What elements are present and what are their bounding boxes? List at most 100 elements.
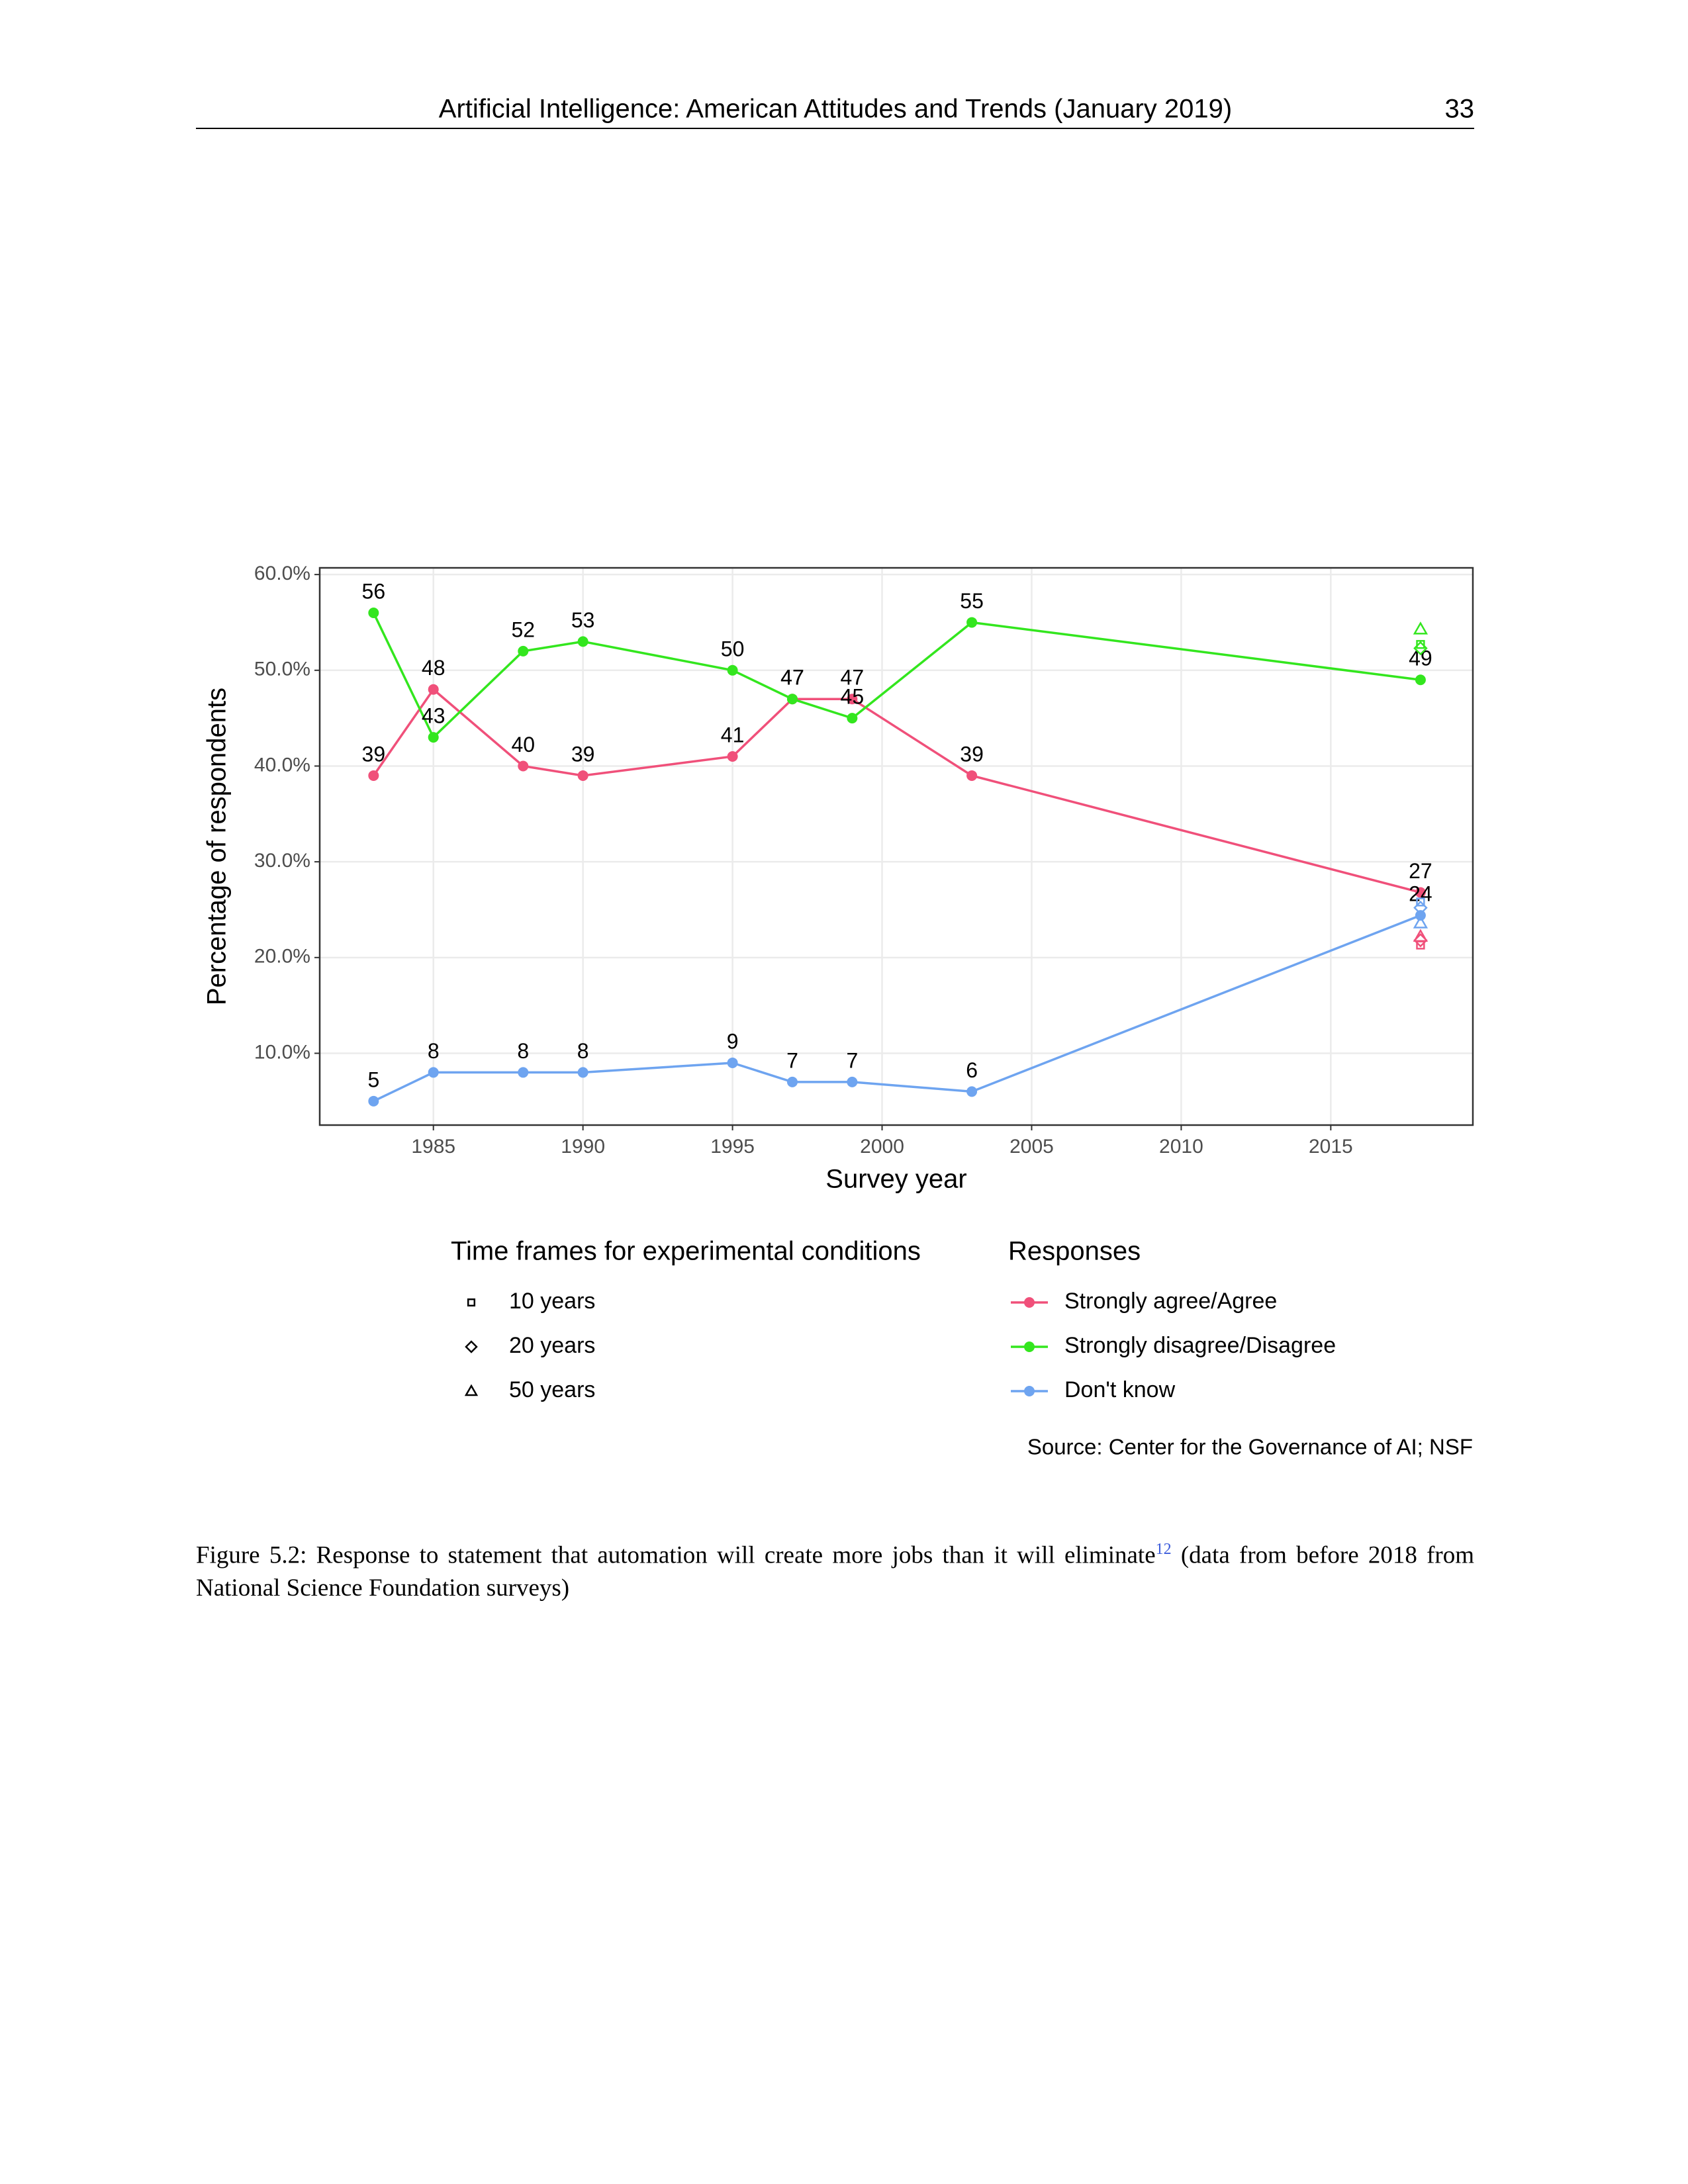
data-point <box>518 760 529 772</box>
data-label: 52 <box>511 617 535 641</box>
y-tick-label: 60.0% <box>254 563 310 584</box>
experimental-marker <box>1413 900 1428 915</box>
data-label: 7 <box>846 1048 858 1072</box>
experimental-marker <box>1413 641 1428 656</box>
experimental-marker <box>1413 915 1429 929</box>
data-point <box>847 1076 858 1087</box>
x-tick-label: 2000 <box>860 1136 904 1158</box>
data-label: 39 <box>960 742 984 766</box>
legend-symbol <box>467 1298 476 1307</box>
y-tick-label: 10.0% <box>254 1041 310 1063</box>
x-tick-label: 2005 <box>1009 1136 1054 1158</box>
y-axis-title: Percentage of respondents <box>203 688 232 1005</box>
data-point <box>847 694 858 705</box>
data-point <box>786 694 798 705</box>
data-point <box>966 770 978 781</box>
legend-point <box>1024 1386 1035 1396</box>
data-label: 55 <box>960 589 984 613</box>
data-point <box>368 607 379 618</box>
data-label: 47 <box>841 666 865 690</box>
plot-background <box>320 568 1473 1125</box>
data-point <box>727 1057 738 1068</box>
legend-label: 20 years <box>509 1333 595 1358</box>
data-point <box>966 617 978 628</box>
legend-label: 50 years <box>509 1377 595 1402</box>
x-tick-label: 1990 <box>561 1136 605 1158</box>
data-point <box>786 1076 798 1087</box>
data-point <box>428 732 439 743</box>
data-point <box>428 1067 439 1078</box>
data-label: 6 <box>966 1058 978 1082</box>
data-point <box>727 751 738 762</box>
data-point <box>368 770 379 781</box>
data-point <box>847 713 858 724</box>
experimental-marker <box>1416 897 1425 907</box>
data-label: 9 <box>727 1029 739 1053</box>
caption-text: (data from before 2018 from National Sci… <box>196 1541 1475 1602</box>
data-label: 50 <box>721 637 745 660</box>
data-point <box>368 1095 379 1107</box>
page-number: 33 <box>1445 95 1475 124</box>
data-point <box>1415 674 1426 686</box>
x-tick-label: 1985 <box>411 1136 455 1158</box>
data-label: 43 <box>422 704 445 728</box>
data-label: 41 <box>721 723 745 747</box>
data-label: 47 <box>780 666 804 690</box>
data-label: 8 <box>517 1039 529 1063</box>
legend-label: Don't know <box>1064 1377 1176 1402</box>
data-label: 40 <box>511 733 535 756</box>
data-point <box>1415 910 1426 921</box>
legend-label: Strongly disagree/Disagree <box>1064 1333 1336 1358</box>
plot-border <box>318 567 1474 1126</box>
data-label: 39 <box>362 742 386 766</box>
y-tick-label: 50.0% <box>254 659 310 680</box>
data-label: 8 <box>577 1039 589 1063</box>
legend-title: Time frames for experimental conditions <box>451 1237 921 1266</box>
data-label: 49 <box>1409 647 1432 670</box>
x-tick-label: 2015 <box>1309 1136 1353 1158</box>
experimental-marker <box>1413 621 1429 635</box>
data-label: 39 <box>571 742 595 766</box>
data-point <box>727 664 738 676</box>
data-point <box>577 770 588 781</box>
data-label: 47 <box>780 666 804 690</box>
x-axis-title: Survey year <box>825 1165 966 1194</box>
legend-point <box>1024 1297 1035 1308</box>
x-tick-label: 1995 <box>710 1136 755 1158</box>
data-label: 5 <box>367 1068 379 1091</box>
x-tick-label: 2010 <box>1159 1136 1203 1158</box>
footnote-ref[interactable]: 12 <box>1155 1541 1172 1558</box>
legend-symbol <box>465 1340 478 1353</box>
legend-title: Responses <box>1008 1237 1141 1266</box>
legend-label: 10 years <box>509 1289 595 1314</box>
data-label: 48 <box>422 656 445 680</box>
caption: Figure 5.2: Response to statement that a… <box>196 1533 1474 1605</box>
data-label: 8 <box>428 1039 440 1063</box>
data-point <box>518 1067 529 1078</box>
data-label: 45 <box>841 685 865 709</box>
header-title: Artificial Intelligence: American Attitu… <box>439 95 1232 124</box>
y-tick-label: 20.0% <box>254 946 310 968</box>
y-tick-label: 30.0% <box>254 850 310 872</box>
data-label: 53 <box>571 608 595 632</box>
data-point <box>577 636 588 647</box>
data-point <box>577 1067 588 1078</box>
data-label: 56 <box>362 579 386 603</box>
caption-label: Figure 5.2: <box>196 1541 307 1569</box>
caption-text: Response to statement that automation wi… <box>316 1541 1156 1569</box>
data-point <box>1415 887 1426 898</box>
experimental-marker <box>1413 929 1429 942</box>
data-point <box>518 645 529 657</box>
y-tick-label: 40.0% <box>254 754 310 776</box>
legend-label: Strongly agree/Agree <box>1064 1289 1277 1314</box>
data-point <box>428 684 439 695</box>
data-label: 27 <box>1409 859 1432 883</box>
data-label: 7 <box>786 1048 798 1072</box>
source: Source: Center for the Governance of AI;… <box>1027 1435 1473 1459</box>
data-point <box>966 1086 978 1097</box>
experimental-marker <box>1416 640 1425 649</box>
legend-point <box>1024 1342 1035 1352</box>
legend-symbol <box>464 1384 479 1396</box>
